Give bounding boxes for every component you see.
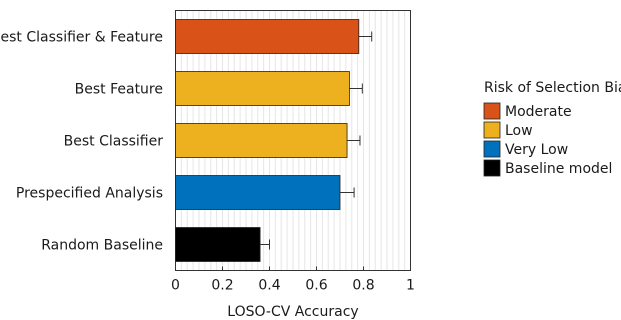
x-tick-labels: 0 0.2 0.4 0.6 0.8 1 bbox=[171, 266, 415, 294]
bar bbox=[175, 227, 261, 262]
bar bbox=[175, 123, 348, 158]
x-tick-label: 0.4 bbox=[258, 278, 280, 294]
category-labels: Best Classifier & Feature Best Feature Bes… bbox=[0, 30, 163, 254]
bar bbox=[175, 71, 350, 106]
x-tick-label: 0.8 bbox=[352, 278, 374, 294]
category-label: Random Baseline bbox=[41, 238, 163, 254]
legend-swatch bbox=[483, 159, 501, 177]
category-label: Prespecified Analysis bbox=[16, 186, 163, 202]
category-label: Best Classifier bbox=[64, 134, 164, 150]
x-tick-label: 0.2 bbox=[211, 278, 233, 294]
legend-title: Risk of Selection Bias bbox=[484, 80, 621, 96]
category-label: Best Feature bbox=[75, 82, 163, 98]
legend-items: Moderate Low Very Low Baseline model bbox=[483, 102, 612, 177]
x-axis-label: LOSO-CV Accuracy bbox=[227, 304, 358, 320]
legend-label: Baseline model bbox=[505, 161, 612, 177]
legend-label: Very Low bbox=[505, 142, 568, 158]
legend-label: Low bbox=[505, 123, 533, 139]
category-label: Best Classifier & Feature bbox=[0, 30, 163, 46]
bar bbox=[175, 175, 341, 210]
x-tick-label: 0 bbox=[171, 278, 180, 294]
x-tick-label: 1 bbox=[406, 278, 415, 294]
legend-swatch bbox=[483, 121, 501, 139]
legend-swatch bbox=[483, 140, 501, 158]
legend: Risk of Selection Bias Moderate Low Very L… bbox=[483, 80, 621, 177]
bar bbox=[175, 19, 360, 54]
x-tick-label: 0.6 bbox=[305, 278, 327, 294]
legend-label: Moderate bbox=[505, 104, 572, 120]
legend-swatch bbox=[483, 102, 501, 120]
error-bars-group bbox=[260, 31, 373, 250]
bars-group bbox=[175, 19, 360, 262]
